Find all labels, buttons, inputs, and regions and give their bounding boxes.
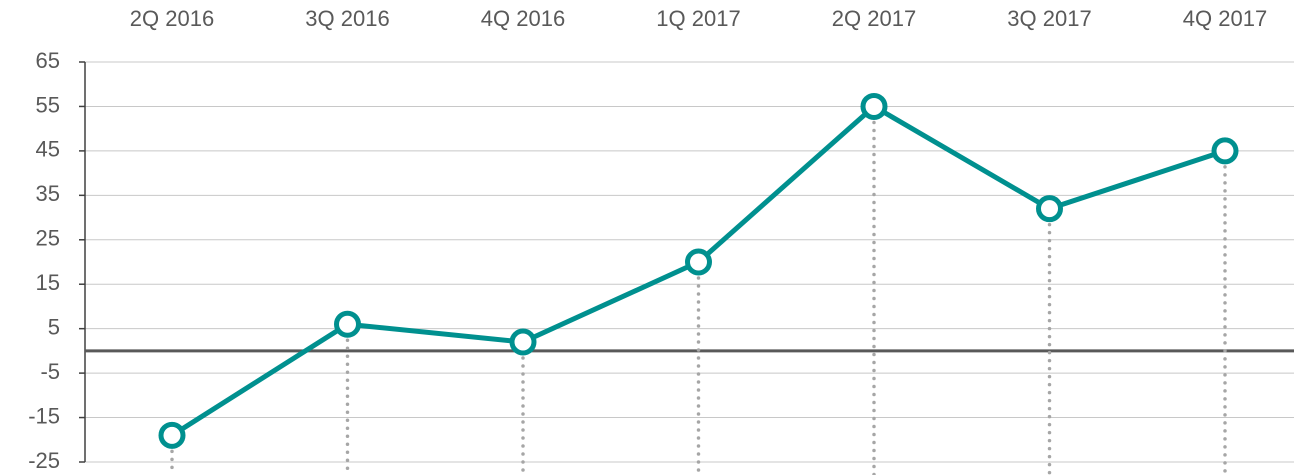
x-tick-label: 3Q 2017 — [1007, 6, 1091, 31]
x-tick-label: 3Q 2016 — [305, 6, 389, 31]
x-tick-label: 1Q 2017 — [656, 6, 740, 31]
y-tick-label: 5 — [48, 314, 60, 339]
x-tick-label: 2Q 2017 — [832, 6, 916, 31]
point-marker — [860, 92, 888, 120]
y-tick-label: 55 — [36, 92, 60, 117]
x-tick-label: 4Q 2016 — [481, 6, 565, 31]
point-marker — [1036, 195, 1063, 223]
point-marker — [685, 248, 712, 276]
x-tick-label: 4Q 2017 — [1183, 6, 1267, 31]
y-tick-label: 25 — [36, 226, 60, 251]
point-marker — [1211, 137, 1239, 165]
point-marker — [509, 328, 537, 356]
y-tick-label: -5 — [40, 359, 60, 384]
x-tick-label: 2Q 2016 — [130, 6, 214, 31]
point-marker — [334, 310, 361, 338]
y-tick-label: 45 — [36, 137, 60, 162]
y-tick-label: 15 — [36, 270, 60, 295]
y-tick-label: 35 — [36, 181, 60, 206]
y-tick-label: -15 — [28, 403, 60, 428]
y-tick-label: -25 — [28, 448, 60, 473]
point-marker — [158, 421, 186, 449]
y-tick-label: 65 — [36, 48, 60, 73]
